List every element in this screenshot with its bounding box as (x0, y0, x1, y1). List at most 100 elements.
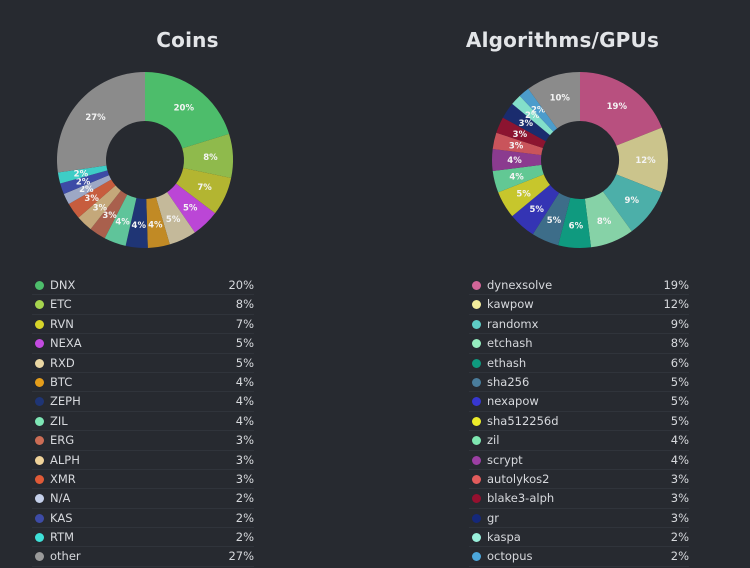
slice-other[interactable] (57, 72, 145, 173)
legend-item-nexa[interactable]: NEXA 5% (32, 334, 254, 354)
legend-item-dnx[interactable]: DNX 20% (32, 276, 254, 296)
legend-item-dynexsolve[interactable]: dynexsolve 19% (469, 276, 689, 296)
legend-dot-icon (35, 339, 44, 349)
legend-dot-icon (35, 513, 44, 523)
legend-item-alph[interactable]: ALPH 3% (32, 451, 254, 470)
legend-value: 27% (228, 549, 254, 564)
legend-dot-icon (472, 377, 481, 387)
legend-dot-icon (472, 513, 481, 523)
slice-other[interactable] (528, 72, 580, 129)
chart-title: Coins (156, 28, 219, 52)
slice-nexapow[interactable] (512, 184, 560, 235)
legend-item-btc[interactable]: BTC 4% (32, 373, 254, 393)
legend-label: kawpow (487, 297, 534, 312)
legend-label: NEXA (50, 336, 82, 351)
legend-item-gr[interactable]: gr 3% (469, 509, 689, 529)
legend-value: 4% (670, 452, 689, 467)
slice-zil[interactable] (104, 194, 137, 246)
legend-item-erg[interactable]: ERG 3% (32, 431, 254, 451)
legend-dot-icon (472, 455, 481, 465)
legend-item-kaspa[interactable]: kaspa 2% (469, 528, 689, 548)
slice-rxd[interactable] (155, 192, 195, 245)
legend-label: ZEPH (50, 394, 81, 409)
legend-item-zil[interactable]: zil 4% (469, 431, 689, 451)
slice-etc[interactable] (182, 133, 233, 179)
legend-item-sha512256d[interactable]: sha512256d 5% (469, 412, 689, 432)
legend-label: autolykos2 (487, 471, 550, 486)
legend-item-ethash[interactable]: ethash 6% (469, 354, 689, 373)
slice-scrypt[interactable] (492, 148, 542, 172)
slice-kas[interactable] (60, 170, 110, 194)
slice-label-sha512256d: 5% (516, 189, 531, 199)
slice-btc[interactable] (146, 197, 170, 248)
slice-label-zil: 4% (115, 218, 130, 228)
legend-label: dynexsolve (487, 278, 553, 292)
legend-dot-icon (472, 533, 481, 543)
legend-value: 2% (670, 530, 689, 545)
slice-etchash[interactable] (584, 191, 632, 248)
legend-item-nexapow[interactable]: nexapow 5% (469, 392, 689, 412)
slice-label-rvn: 7% (197, 183, 212, 193)
slice-octopus[interactable] (519, 88, 558, 132)
slice-blake3-alph[interactable] (496, 117, 546, 148)
slice-xmr[interactable] (68, 179, 116, 218)
slice-sha512256d[interactable] (498, 174, 550, 217)
slice-zil[interactable] (492, 164, 544, 193)
slice-kaspa[interactable] (512, 95, 554, 136)
slice-rvn[interactable] (176, 167, 232, 214)
legend-value: 5% (235, 336, 254, 351)
legend-dot-icon (472, 416, 481, 426)
slice-dnx[interactable] (145, 72, 230, 149)
legend-label: RTM (50, 530, 75, 545)
legend-dot-icon (472, 474, 481, 484)
slice-randomx[interactable] (602, 174, 662, 232)
legend-item-zeph[interactable]: ZEPH 4% (32, 392, 254, 412)
legend-item-randomx[interactable]: randomx 9% (469, 315, 689, 335)
slice-sha256[interactable] (532, 192, 571, 246)
slice-label-other: 27% (85, 113, 106, 123)
legend-item-rxd[interactable]: RXD 5% (32, 354, 254, 373)
slice-alph[interactable] (78, 185, 121, 230)
coins-panel: Coins 20% 8% 7% 5% 5% 4% 4% 4% 3% 3% 3% 2% 2% 2% 27% D… (32, 28, 254, 567)
slice-autolykos2[interactable] (492, 132, 543, 156)
slice-label-kas: 2% (76, 177, 91, 187)
legend-item-kas[interactable]: KAS 2% (32, 509, 254, 529)
legend-item-n-a[interactable]: N/A 2% (32, 489, 254, 509)
legend-item-xmr[interactable]: XMR 3% (32, 470, 254, 490)
legend-label: zil (487, 433, 500, 448)
slice-n-a[interactable] (63, 175, 112, 204)
legend-dot-icon (472, 494, 481, 504)
legend-item-scrypt[interactable]: scrypt 4% (469, 451, 689, 470)
slice-dynexsolve[interactable] (580, 72, 662, 146)
slice-gr[interactable] (502, 103, 550, 142)
slice-kawpow[interactable] (616, 127, 668, 193)
slice-zeph[interactable] (125, 198, 148, 248)
legend-value: 2% (670, 549, 689, 564)
legend-item-rtm[interactable]: RTM 2% (32, 528, 254, 548)
legend-item-kawpow[interactable]: kawpow 12% (469, 295, 689, 315)
legend-label: RXD (50, 355, 75, 370)
legend-item-etchash[interactable]: etchash 8% (469, 334, 689, 354)
legend-item-blake3-alph[interactable]: blake3-alph 3% (469, 489, 689, 509)
legend-dot-icon (35, 300, 44, 310)
legend-dot-icon (35, 281, 44, 290)
legend-item-sha256[interactable]: sha256 5% (469, 373, 689, 393)
slice-nexa[interactable] (167, 183, 216, 233)
legend-value: 8% (670, 336, 689, 351)
slice-erg[interactable] (90, 190, 128, 239)
slice-rtm[interactable] (57, 165, 108, 184)
legend-dot-icon (35, 358, 44, 368)
legend-value: 8% (235, 297, 254, 312)
legend-value: 3% (670, 510, 689, 525)
legend-item-rvn[interactable]: RVN 7% (32, 315, 254, 335)
legend-item-octopus[interactable]: octopus 2% (469, 547, 689, 567)
legend-dot-icon (472, 319, 481, 329)
legend-item-other[interactable]: other 27% (32, 547, 254, 567)
slice-ethash[interactable] (558, 197, 592, 248)
legend-item-etc[interactable]: ETC 8% (32, 295, 254, 315)
legend-label: blake3-alph (487, 491, 555, 506)
legend-label: ALPH (50, 452, 80, 467)
legend-item-zil[interactable]: ZIL 4% (32, 412, 254, 432)
legend-item-autolykos2[interactable]: autolykos2 3% (469, 470, 689, 490)
legend-label: RVN (50, 316, 74, 331)
